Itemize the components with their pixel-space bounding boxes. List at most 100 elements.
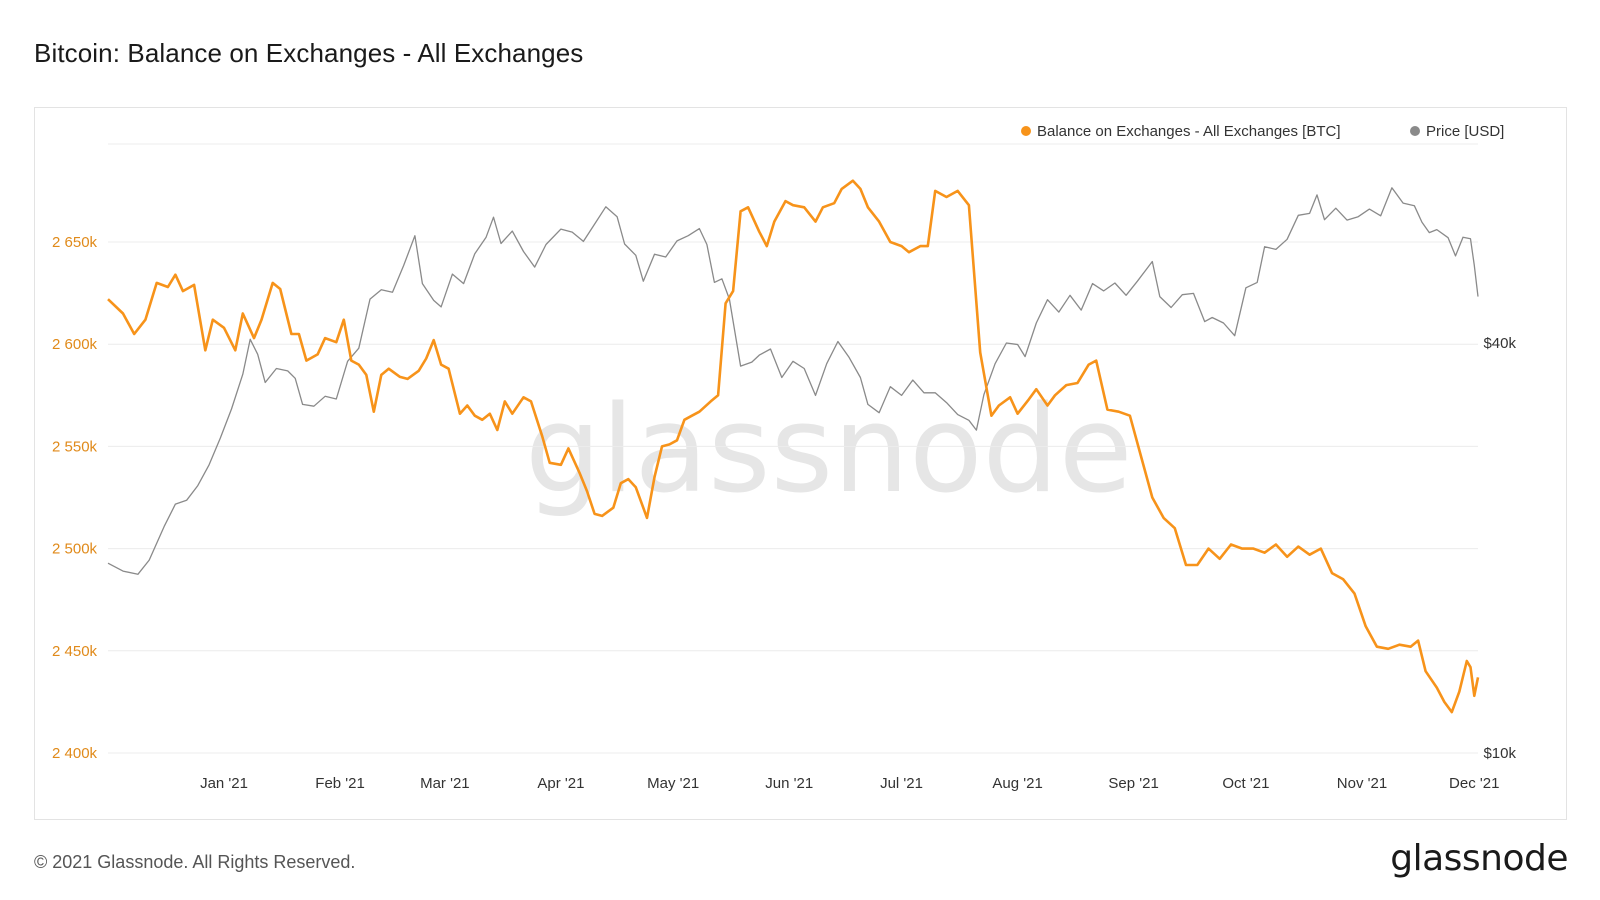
balance-point — [747, 206, 749, 208]
legend-price-dot — [1410, 126, 1420, 136]
price-point — [1204, 321, 1206, 323]
balance-point — [1264, 552, 1266, 554]
price-point — [1369, 208, 1371, 210]
price-point — [1036, 322, 1038, 324]
price-point — [1414, 205, 1416, 207]
balance-point — [699, 411, 701, 413]
balance-point — [1342, 578, 1344, 580]
balance-point — [1107, 409, 1109, 411]
price-point — [392, 291, 394, 293]
price-point — [890, 386, 892, 388]
price-point — [287, 370, 289, 372]
balance-point — [1095, 360, 1097, 362]
x-tick-label: Dec '21 — [1449, 775, 1499, 792]
price-point — [523, 251, 525, 253]
price-point — [1159, 296, 1161, 298]
legend-price-label[interactable]: Price [USD] — [1426, 123, 1504, 140]
balance-point — [388, 368, 390, 370]
balance-point — [1410, 646, 1412, 648]
price-point — [148, 559, 150, 561]
balance-point — [1140, 456, 1142, 458]
price-point — [1335, 207, 1337, 209]
price-point — [276, 368, 278, 370]
x-tick-label: Aug '21 — [992, 775, 1042, 792]
price-point — [616, 216, 618, 218]
price-point — [1447, 237, 1449, 239]
price-point — [197, 485, 199, 487]
x-axis: Jan '21 Feb '21 Mar '21 Apr '21 May '21 Jun '… — [200, 775, 1499, 792]
balance-point — [860, 188, 862, 190]
price-point — [837, 341, 839, 343]
balance-point — [541, 435, 543, 437]
glassnode-logo[interactable]: glassnode — [1390, 838, 1568, 879]
price-point — [867, 404, 869, 406]
balance-point — [1174, 527, 1176, 529]
balance-point — [433, 339, 435, 341]
balance-point — [167, 286, 169, 288]
balance-point — [710, 401, 712, 403]
balance-point — [785, 200, 787, 202]
watermark: glassnode — [525, 381, 1133, 520]
price-point — [208, 464, 210, 466]
price-point — [923, 392, 925, 394]
balance-point — [440, 364, 442, 366]
balance-point — [646, 517, 648, 519]
balance-point — [852, 180, 854, 182]
price-point — [1006, 342, 1008, 344]
balance-point — [1473, 695, 1475, 697]
balance-point — [133, 333, 135, 335]
balance-point — [560, 464, 562, 466]
price-point — [946, 402, 948, 404]
x-tick-label: Jan '21 — [200, 775, 248, 792]
balance-point — [223, 327, 225, 329]
balance-point — [1054, 395, 1056, 397]
balance-point — [1275, 544, 1277, 546]
balance-point — [968, 204, 970, 206]
balance-point — [399, 376, 401, 378]
balance-point — [669, 444, 671, 446]
price-point — [302, 404, 304, 406]
price-point — [976, 429, 978, 431]
balance-point — [1129, 415, 1131, 417]
balance-point — [474, 415, 476, 417]
balance-point — [1451, 711, 1453, 713]
balance-point — [511, 413, 513, 415]
price-point — [654, 253, 656, 255]
left-tick-label: 2 450k — [52, 643, 98, 660]
balance-point — [684, 419, 686, 421]
balance-point — [568, 448, 570, 450]
balance-point — [946, 196, 948, 198]
price-point — [1298, 214, 1300, 216]
balance-point — [773, 221, 775, 223]
balance-point — [901, 245, 903, 247]
balance-point — [298, 333, 300, 335]
price-point — [792, 360, 794, 362]
price-point — [957, 414, 959, 416]
balance-point — [373, 411, 375, 413]
legend: Balance on Exchanges - All Exchanges [BT… — [1021, 123, 1504, 140]
price-point — [358, 347, 360, 349]
x-tick-label: Jul '21 — [880, 775, 923, 792]
balance-point — [628, 478, 630, 480]
price-point — [1017, 344, 1019, 346]
balance-point — [1017, 413, 1019, 415]
price-point — [1103, 290, 1105, 292]
balance-point — [878, 221, 880, 223]
price-point — [594, 223, 596, 225]
price-point — [1380, 215, 1382, 217]
price-point — [740, 365, 742, 367]
price-point — [1264, 246, 1266, 248]
balance-point — [620, 482, 622, 484]
price-point — [1092, 283, 1094, 285]
price-point — [1245, 287, 1247, 289]
balance-point — [343, 319, 345, 321]
legend-balance-label[interactable]: Balance on Exchanges - All Exchanges [BT… — [1037, 123, 1341, 140]
balance-point — [1163, 517, 1165, 519]
price-point — [1152, 261, 1154, 263]
right-tick-label: $10k — [1483, 745, 1516, 762]
price-point — [934, 392, 936, 394]
balance-point — [351, 360, 353, 362]
balance-point — [156, 282, 158, 284]
balance-point — [1196, 564, 1198, 566]
balance-point — [691, 415, 693, 417]
